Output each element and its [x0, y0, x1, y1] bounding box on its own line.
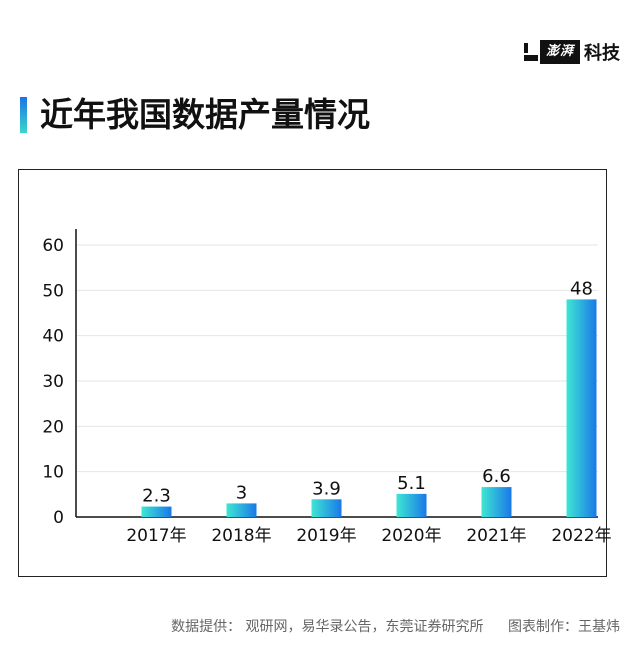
title-accent-bar — [20, 97, 27, 133]
y-tick-label: 10 — [42, 463, 64, 483]
y-tick-label: 0 — [53, 508, 64, 528]
footer-source: 数据提供： 观研网，易华录公告，东莞证券研究所 — [171, 619, 484, 635]
chart-frame — [18, 169, 607, 577]
x-tick-label: 2021年 — [466, 526, 526, 546]
x-tick-label: 2018年 — [211, 526, 271, 546]
bar-value-label: 48 — [570, 278, 593, 299]
x-tick-label: 2022年 — [551, 526, 611, 546]
y-tick-label: 50 — [42, 281, 64, 301]
footer: 数据提供： 观研网，易华录公告，东莞证券研究所 图表制作：王基炜 — [151, 616, 620, 636]
x-tick-label: 2019年 — [296, 526, 356, 546]
bar-value-label: 5.1 — [397, 473, 426, 494]
bar-value-label: 2.3 — [142, 486, 171, 507]
y-tick-label: 30 — [42, 372, 64, 392]
bar — [226, 503, 257, 517]
bar — [141, 506, 172, 517]
page-title: 近年我国数据产量情况 — [40, 95, 370, 134]
bar-value-label: 3.9 — [312, 478, 341, 499]
bar — [566, 299, 597, 517]
brand-logo: 澎湃 科技 — [523, 40, 620, 64]
brand-mark-icon — [523, 43, 538, 61]
brand-box: 澎湃 — [539, 40, 580, 64]
bar — [481, 487, 512, 517]
y-tick-label: 60 — [42, 236, 64, 256]
x-tick-label: 2020年 — [381, 526, 441, 546]
x-tick-label: 2017年 — [126, 526, 186, 546]
bar-value-label: 3 — [236, 482, 247, 503]
footer-credit: 图表制作：王基炜 — [508, 619, 620, 635]
y-tick-label: 20 — [42, 417, 64, 437]
bar-value-label: 6.6 — [482, 466, 511, 487]
brand-text: 科技 — [584, 43, 620, 64]
bar — [396, 493, 427, 517]
y-tick-label: 40 — [42, 327, 64, 347]
bar — [311, 499, 342, 517]
